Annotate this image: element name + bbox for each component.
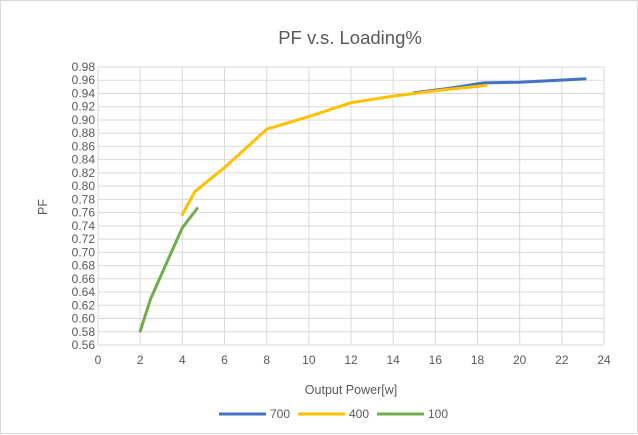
- y-axis-ticks: 0.560.580.600.620.640.660.680.700.720.74…: [72, 60, 96, 352]
- y-tick-label: 0.84: [72, 153, 96, 167]
- x-axis-title: Output Power[w]: [305, 383, 397, 397]
- series-line-400: [180, 84, 488, 217]
- x-tick-label: 20: [513, 353, 527, 367]
- legend-label-700: 700: [270, 407, 290, 421]
- y-tick-label: 0.66: [72, 272, 96, 286]
- y-tick-label: 0.64: [72, 285, 96, 299]
- y-tick-label: 0.86: [72, 139, 96, 153]
- x-tick-label: 12: [344, 353, 358, 367]
- x-tick-label: 24: [597, 353, 611, 367]
- y-tick-label: 0.76: [72, 206, 96, 220]
- y-tick-label: 0.96: [72, 73, 96, 87]
- legend-label-100: 100: [428, 407, 448, 421]
- legend: 700 400 100: [219, 407, 448, 421]
- x-tick-label: 22: [555, 353, 569, 367]
- x-axis-ticks: 0 2 4 6 8 10 12 14 16 18 20 22 24: [95, 353, 611, 367]
- x-tick-label: 8: [263, 353, 270, 367]
- legend-label-400: 400: [349, 407, 369, 421]
- y-tick-label: 0.60: [72, 312, 96, 326]
- y-tick-label: 0.56: [72, 338, 96, 352]
- series-lines: [138, 77, 587, 333]
- series-line-100: [138, 207, 199, 333]
- x-tick-label: 4: [179, 353, 186, 367]
- chart-title: PF v.s. Loading%: [278, 27, 422, 48]
- y-tick-label: 0.68: [72, 259, 96, 273]
- y-tick-label: 0.88: [72, 126, 96, 140]
- x-tick-label: 6: [221, 353, 228, 367]
- y-tick-label: 0.70: [72, 245, 96, 259]
- gridlines: [97, 66, 605, 346]
- x-tick-label: 2: [137, 353, 144, 367]
- y-tick-label: 0.98: [72, 60, 96, 74]
- y-tick-label: 0.58: [72, 325, 96, 339]
- x-tick-label: 18: [471, 353, 485, 367]
- y-tick-label: 0.80: [72, 179, 96, 193]
- y-tick-label: 0.92: [72, 100, 96, 114]
- y-tick-label: 0.82: [72, 166, 96, 180]
- x-tick-label: 10: [302, 353, 316, 367]
- y-tick-label: 0.74: [72, 219, 96, 233]
- x-tick-label: 14: [386, 353, 400, 367]
- y-tick-label: 0.94: [72, 86, 96, 100]
- y-tick-label: 0.72: [72, 232, 96, 246]
- y-axis-title: PF: [36, 199, 50, 215]
- x-tick-label: 0: [95, 353, 102, 367]
- x-tick-label: 16: [429, 353, 443, 367]
- y-tick-label: 0.62: [72, 298, 96, 312]
- y-tick-label: 0.90: [72, 113, 96, 127]
- y-tick-label: 0.78: [72, 192, 96, 206]
